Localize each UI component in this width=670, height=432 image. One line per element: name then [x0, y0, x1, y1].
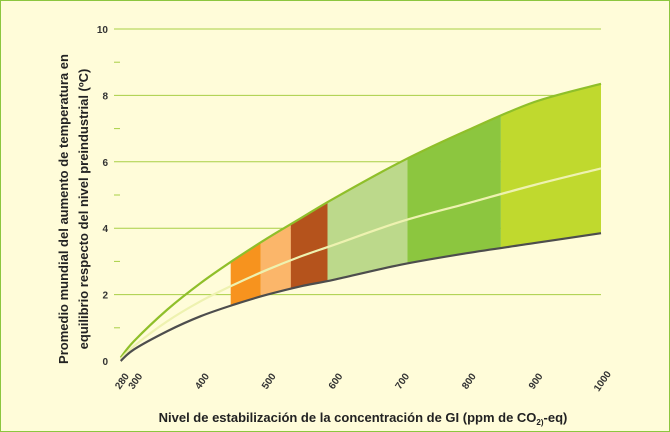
x-axis-label: Nivel de estabilización de la concentrac… [159, 410, 568, 427]
x-tick-label-300: 300 [127, 371, 146, 391]
band-850-1000 [500, 83, 601, 249]
y-tick-label-8: 8 [102, 91, 108, 102]
y-axis-label-line-1: Promedio mundial del aumento de temperat… [56, 54, 71, 364]
band-535-590 [290, 202, 328, 289]
x-tick-label-700: 700 [394, 371, 413, 391]
band-490-535 [260, 224, 291, 297]
x-axis-label-main: Nivel de estabilización de la concentrac… [159, 410, 537, 425]
x-axis-label-subscript: 2) [536, 418, 543, 427]
y-tick-label-6: 6 [102, 158, 108, 169]
y-tick-labels: 0 2 4 6 8 10 [97, 25, 109, 368]
lower-bound-line [119, 232, 602, 362]
y-axis-label-line-2: equilibrio respecto del nivel preindustr… [76, 69, 91, 350]
best-estimate-line [119, 167, 602, 361]
x-tick-label-400: 400 [193, 371, 212, 391]
series-lines [119, 82, 602, 362]
band-445-490 [230, 242, 261, 306]
y-tick-label-0: 0 [102, 357, 108, 368]
band-590-710 [327, 158, 408, 281]
y-tick-label-2: 2 [102, 291, 108, 302]
x-tick-label-500: 500 [260, 371, 279, 391]
upper-bound-line [119, 82, 602, 359]
stabilization-bands [230, 83, 601, 306]
x-tick-label-800: 800 [460, 371, 479, 391]
x-tick-label-600: 600 [327, 371, 346, 391]
y-tick-label-10: 10 [97, 25, 109, 36]
x-axis-label-suffix: -eq) [544, 410, 568, 425]
x-tick-label-1000: 1000 [592, 369, 614, 394]
x-tick-label-900: 900 [527, 371, 546, 391]
band-710-850 [407, 116, 501, 264]
y-tick-label-4: 4 [102, 224, 108, 235]
